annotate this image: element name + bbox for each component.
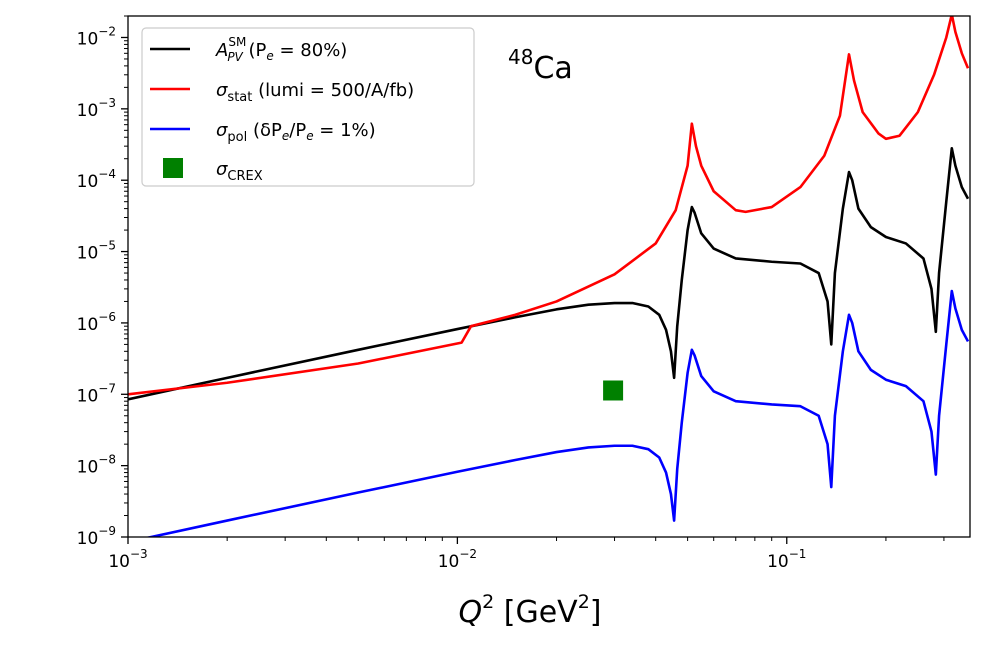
axes-layer: 10−3 10−2 10−1 10−9 10−8 10−7 10−6 10−5 10−4 10−3… <box>77 15 971 572</box>
series-line-0 <box>128 146 970 401</box>
y-tick-label-4: 10−5 <box>77 239 116 264</box>
x-label-base: Q <box>459 595 483 630</box>
series-layer <box>128 16 970 537</box>
x-tick-label-1: 10−2 <box>438 547 477 572</box>
x-tick-label-2: 10−1 <box>767 547 806 572</box>
x-label-open: [GeV <box>494 595 578 630</box>
y-tick-label-1: 10−8 <box>77 453 116 478</box>
legend-label-2: σpol (δPe/Pe = 1%) <box>216 120 376 145</box>
y-tick-label-6: 10−3 <box>77 96 116 121</box>
legend-label-1: σstat (lumi = 500/A/fb) <box>216 80 414 105</box>
y-tick-label-3: 10−6 <box>77 310 116 335</box>
legend-label-3: σCREX <box>216 159 263 184</box>
legend-swatch-3 <box>163 158 183 178</box>
x-label-exp: 2 <box>482 591 494 613</box>
annotation-text: Ca <box>533 51 572 86</box>
y-tick-label-0: 10−9 <box>77 524 116 549</box>
x-tick-label-0: 10−3 <box>108 547 147 572</box>
series-line-1 <box>128 16 970 396</box>
legend-box <box>141 27 475 187</box>
x-label-exp2: 2 <box>578 591 590 613</box>
crex-marker-0 <box>603 380 624 401</box>
series-line-2 <box>145 289 970 537</box>
legend: ASM PV (Pe = 80%) σstat (lumi = 500/A/fb) σ… <box>141 27 475 187</box>
annotation-sup: 48 <box>508 45 533 69</box>
x-axis-label: Q2 [GeV2] <box>459 591 602 630</box>
y-tick-label-2: 10−7 <box>77 381 116 406</box>
annotation-ca48: 48Ca <box>508 45 573 86</box>
legend-label-0: ASM PV (Pe = 80%) <box>215 35 347 64</box>
x-label-close: ] <box>590 595 602 630</box>
y-tick-label-5: 10−4 <box>77 167 116 192</box>
plot-frame <box>127 15 971 538</box>
y-tick-label-7: 10−2 <box>77 24 116 49</box>
marker-layer <box>603 380 624 401</box>
